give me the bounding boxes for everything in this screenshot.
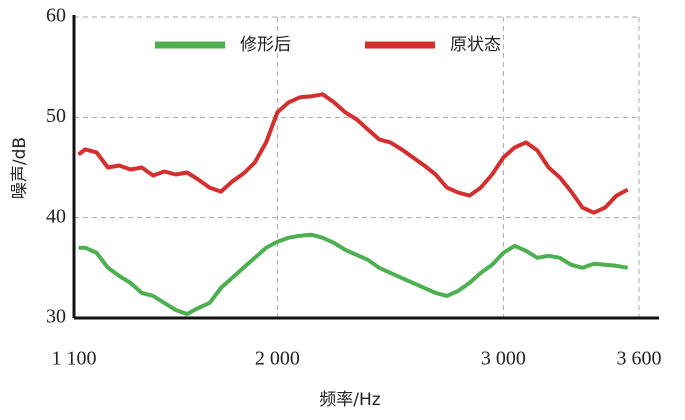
y-tick-label: 50 [46,105,66,127]
y-axis-label: 噪声/dB [10,137,30,199]
x-tick-label: 1 100 [52,348,97,370]
y-tick-label: 60 [46,5,66,27]
x-tick-label: 2 000 [255,348,300,370]
x-tick-label: 3 000 [481,348,526,370]
x-axis-label: 频率/Hz [319,390,381,410]
y-tick-label: 40 [46,205,66,227]
legend-label: 原状态 [450,35,501,55]
y-tick-label: 30 [46,306,66,328]
data-line [77,92,629,215]
x-tick-label: 3 600 [617,348,662,370]
legend-label: 修形后 [240,35,291,55]
data-line [78,232,629,316]
